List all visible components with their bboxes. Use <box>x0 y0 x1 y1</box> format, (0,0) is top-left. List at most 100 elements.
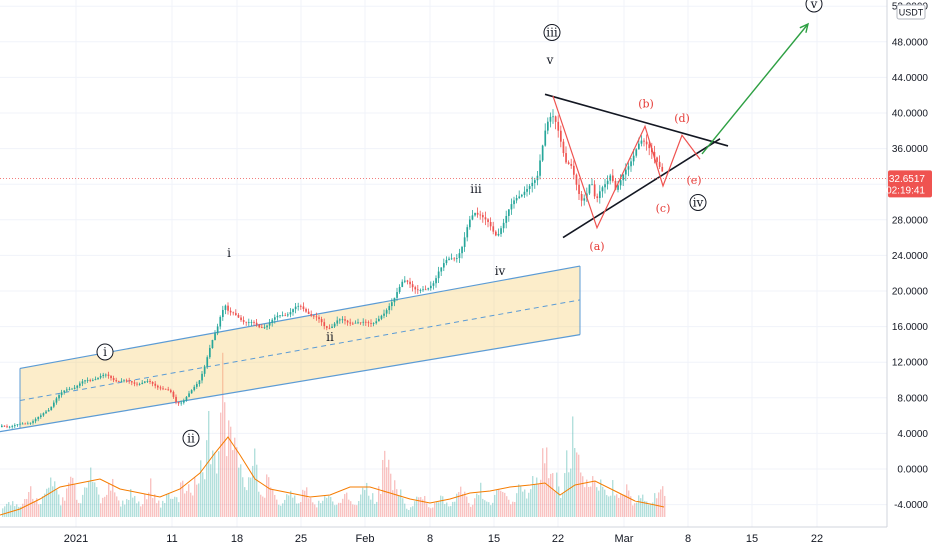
volume-bar <box>408 510 410 517</box>
candle-body <box>653 152 656 158</box>
volume-bar <box>362 487 364 517</box>
volume-bar <box>502 491 504 517</box>
candle-body <box>396 292 398 298</box>
volume-bar <box>68 482 70 517</box>
volume-bar <box>446 502 448 517</box>
volume-bar <box>230 426 232 517</box>
price-tick-label: 12.0000 <box>892 358 929 369</box>
candle-body <box>414 287 417 290</box>
volume-bar <box>252 465 254 517</box>
candle-body <box>79 383 81 386</box>
candle-body <box>175 396 177 402</box>
candle-body <box>476 212 479 215</box>
volume-bar <box>274 494 276 517</box>
volume-bar <box>662 486 664 517</box>
time-tick-label: 15 <box>488 533 500 545</box>
triangle-upper-line[interactable] <box>544 93 729 147</box>
candle-body <box>430 285 432 289</box>
candle-body <box>92 380 94 381</box>
volume-bar <box>152 498 154 517</box>
candle-body <box>534 180 536 183</box>
wave-label: iv <box>495 264 506 278</box>
candle-body <box>99 376 102 378</box>
volume-bar <box>368 495 370 517</box>
price-tick-label: -4.0000 <box>894 500 928 511</box>
volume-bar <box>396 489 398 517</box>
candle-body <box>632 155 635 162</box>
candle-body <box>331 326 333 329</box>
candle-body <box>266 325 268 328</box>
volume-bar <box>528 492 530 517</box>
candle-body <box>112 378 115 381</box>
candle-body <box>300 305 302 307</box>
candle-body <box>97 377 99 380</box>
candle-body <box>263 327 266 329</box>
price-tick-label: 48.0000 <box>892 37 929 48</box>
candle-body <box>528 186 531 189</box>
candle-body <box>323 322 326 327</box>
time-tick-label: 8 <box>685 533 691 545</box>
candle-body <box>622 174 625 181</box>
triangle-lower-line[interactable] <box>562 138 721 239</box>
candle-body <box>125 380 128 382</box>
candle-body <box>255 322 258 325</box>
candle-body <box>60 392 63 396</box>
projection-arrow[interactable] <box>701 22 810 155</box>
time-axis[interactable]: 2021 11 18 25 Feb 8 15 22 Mar 8 15 22 <box>0 526 932 550</box>
volume-bar <box>642 494 644 517</box>
candle-body <box>359 322 362 324</box>
candle-body <box>253 322 255 323</box>
candle-body <box>450 258 453 260</box>
time-tick-label: 8 <box>427 533 433 545</box>
currency-badge[interactable] <box>896 4 926 20</box>
volume-bar <box>8 502 10 517</box>
volume-bar <box>530 489 532 517</box>
candle-body <box>463 237 466 247</box>
volume-bar <box>490 505 492 517</box>
wave-label: iii <box>470 182 482 196</box>
volume-bar <box>292 497 294 517</box>
volume-bar <box>42 496 44 517</box>
channel-lower-line[interactable] <box>0 334 581 433</box>
wave-label-circle <box>182 429 200 447</box>
candle-body <box>635 149 638 156</box>
projection-line[interactable] <box>701 23 809 155</box>
abcde-wave-path[interactable] <box>552 95 701 230</box>
volume-bar <box>628 490 630 517</box>
candle-body <box>157 385 159 388</box>
volume-bar <box>624 494 626 517</box>
volume-bar <box>70 476 72 517</box>
candle-body <box>606 180 609 185</box>
volume-bar <box>574 448 576 517</box>
volume-bar <box>464 491 466 517</box>
candle-body <box>86 380 89 381</box>
volume-bar <box>16 504 18 517</box>
volume-bar <box>426 503 428 517</box>
candle-body <box>183 400 185 403</box>
candle-body <box>547 121 549 131</box>
triangle-pattern[interactable] <box>544 93 729 239</box>
candle-body <box>658 161 661 167</box>
volume-bar <box>10 505 12 517</box>
volume-bar <box>254 448 256 517</box>
volume-bar <box>244 487 246 517</box>
candle-body <box>162 388 164 390</box>
candle-body <box>63 390 66 393</box>
candle-body <box>497 233 500 236</box>
channel-mid-line[interactable] <box>19 299 581 401</box>
volume-bar <box>216 473 218 517</box>
candle-body <box>341 319 344 321</box>
volume-bar <box>288 495 290 517</box>
candle-body <box>549 116 552 122</box>
candle-body <box>224 305 227 310</box>
volume-bar <box>90 467 92 517</box>
volume-bar <box>548 478 550 517</box>
volume-bar <box>416 496 418 517</box>
candle-body <box>510 204 513 210</box>
volume-bar <box>604 489 606 517</box>
price-axis[interactable]: 52.000048.000044.000040.000036.000032.00… <box>0 0 932 527</box>
volume-bar <box>516 493 518 517</box>
volume-bar <box>432 507 434 517</box>
candle-body <box>541 145 544 161</box>
